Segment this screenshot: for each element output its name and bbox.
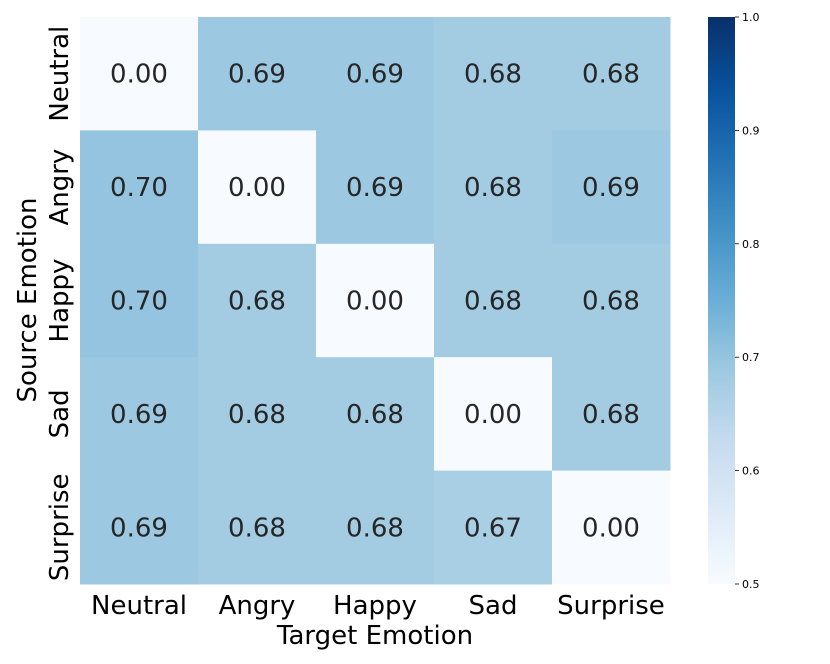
cell-value-label: 0.69 [110,400,168,430]
x-tick-label: Surprise [557,591,665,621]
x-tick-label: Happy [333,591,417,621]
heatmap-cell [80,17,199,131]
y-tick-label: Neutral [45,26,75,122]
heatmap-cell [316,470,435,585]
cell-value-label: 0.68 [464,60,522,90]
x-tick-label: Neutral [91,591,187,621]
cell-value-label: 0.68 [346,400,404,430]
heatmap-cell [552,357,671,472]
cell-value-label: 0.69 [110,513,168,543]
colorbar-ticks: 0.5 0.6 0.7 0.8 0.9 1.0 [735,11,760,591]
cell-value-label: 0.68 [582,60,640,90]
cell-value-label: 0.70 [110,173,168,203]
colorbar-tick-label: 0.9 [742,124,760,137]
cell-value-label: 0.68 [464,287,522,317]
cell-value-label: 0.68 [582,287,640,317]
x-tick-labels: Neutral Angry Happy Sad Surprise [91,591,665,621]
heatmap-cell [198,130,317,245]
y-tick-label: Surprise [45,473,75,581]
cell-value-label: 0.00 [346,287,404,317]
cell-value-label: 0.68 [228,287,286,317]
colorbar-tick-label: 0.7 [742,351,760,364]
heatmap-cell [552,470,671,585]
heatmap-cells [80,17,671,585]
cell-value-label: 0.67 [464,513,522,543]
cell-value-label: 0.70 [110,287,168,317]
heatmap-cell [552,130,671,245]
heatmap-cell [198,357,317,472]
colorbar-tick-label: 0.6 [742,465,760,478]
heatmap-cell [198,17,317,131]
heatmap-cell-labels: 0.00 0.69 0.69 0.68 0.68 0.70 0.00 0.69 0.68 0.69… [110,60,640,544]
cell-value-label: 0.68 [464,173,522,203]
x-tick-label: Sad [469,591,518,621]
x-tick-label: Angry [219,591,296,621]
y-axis-title: Source Emotion [13,197,43,402]
heatmap-cell [434,130,553,245]
cell-value-label: 0.69 [346,60,404,90]
heatmap-cell [80,130,199,245]
cell-value-label: 0.69 [582,173,640,203]
y-tick-label: Happy [45,259,75,343]
heatmap-cell [198,243,317,358]
heatmap-cell [552,243,671,358]
cell-value-label: 0.68 [346,513,404,543]
cell-value-label: 0.68 [582,400,640,430]
cell-value-label: 0.68 [228,400,286,430]
cell-value-label: 0.00 [110,60,168,90]
colorbar-tick-label: 0.8 [742,238,760,251]
heatmap-cell [434,17,553,131]
y-tick-label: Sad [45,389,75,438]
cell-value-label: 0.69 [346,173,404,203]
heatmap-cell [434,470,553,585]
colorbar [708,17,735,584]
x-axis-title: Target Emotion [276,621,473,651]
heatmap-cell [80,470,199,585]
heatmap-cell [80,243,199,358]
colorbar-tick-label: 1.0 [742,11,760,24]
cell-value-label: 0.00 [464,400,522,430]
cell-value-label: 0.69 [228,60,286,90]
heatmap-cell [316,130,435,245]
heatmap-cell [434,357,553,472]
colorbar-tick-label: 0.5 [742,578,760,591]
cell-value-label: 0.68 [228,513,286,543]
heatmap-cell [316,17,435,131]
heatmap-cell [80,357,199,472]
heatmap-cell [316,243,435,358]
heatmap-cell [316,357,435,472]
heatmap-cell [198,470,317,585]
y-tick-label: Angry [45,149,75,226]
cell-value-label: 0.00 [228,173,286,203]
y-tick-labels: Neutral Angry Happy Sad Surprise [45,26,75,581]
cell-value-label: 0.00 [582,513,640,543]
heatmap-cell [434,243,553,358]
heatmap-cell [552,17,671,131]
